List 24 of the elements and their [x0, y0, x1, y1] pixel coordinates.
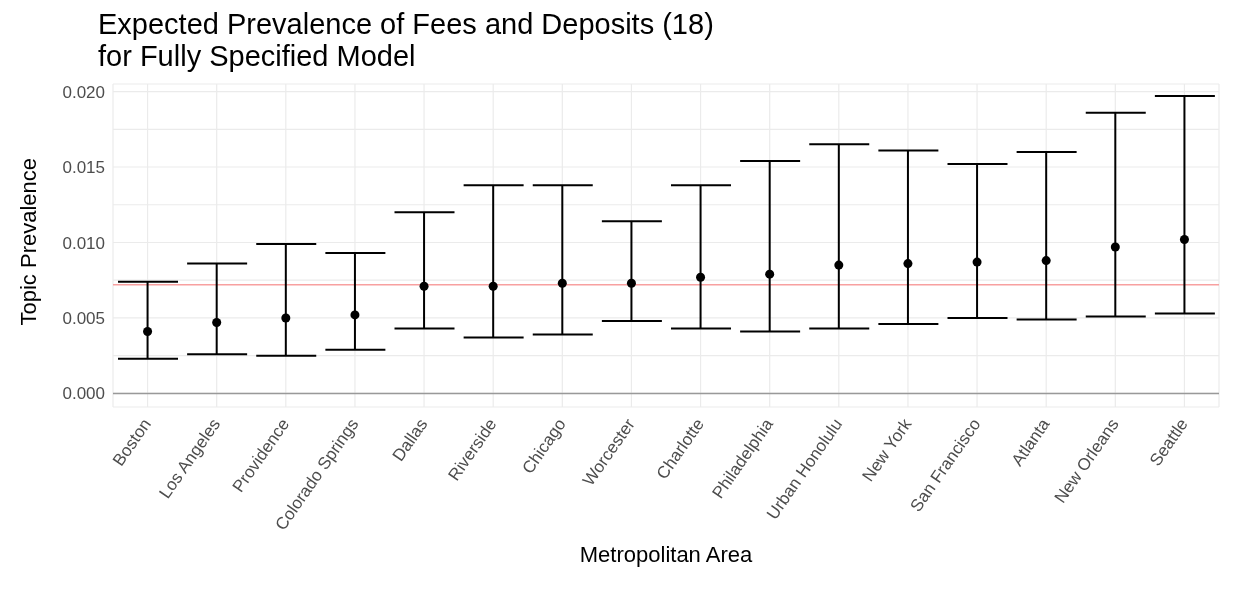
point — [834, 260, 844, 270]
point — [350, 310, 360, 320]
point — [488, 281, 498, 291]
y-tick-label: 0.020 — [62, 82, 105, 102]
y-tick-label: 0.015 — [62, 158, 105, 178]
point — [626, 278, 636, 288]
point — [1110, 242, 1120, 252]
y-tick-label: 0.010 — [62, 233, 105, 253]
y-tick-label: 0.000 — [62, 384, 105, 404]
point — [903, 259, 913, 269]
point — [1041, 256, 1051, 266]
point — [419, 281, 429, 291]
chart-title: Expected Prevalence of Fees and Deposits (18) for Fully Specified Model — [97, 8, 715, 72]
x-axis-title: Metropolitan Area — [579, 542, 753, 567]
point — [212, 317, 222, 327]
point — [765, 269, 775, 279]
point — [972, 257, 982, 267]
y-axis-title: Topic Prevalence — [15, 157, 41, 326]
point — [1179, 234, 1189, 244]
point — [143, 327, 153, 337]
point — [696, 272, 706, 282]
y-tick-label: 0.005 — [62, 308, 105, 328]
point — [557, 278, 567, 288]
point — [281, 313, 291, 323]
